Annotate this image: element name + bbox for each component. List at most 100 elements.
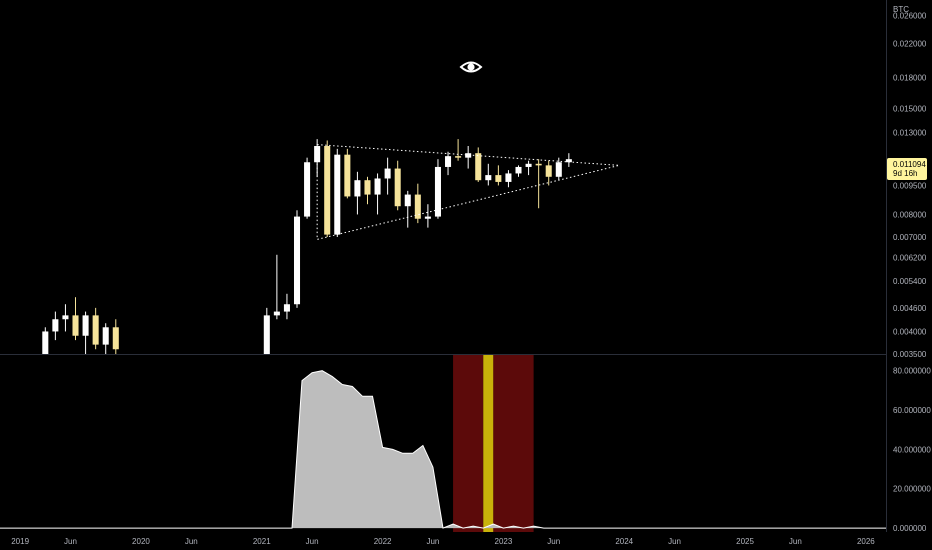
candle xyxy=(414,183,421,224)
candle xyxy=(92,307,99,350)
time-tick-label: 2021 xyxy=(253,537,271,546)
candle xyxy=(535,159,542,209)
candle-body xyxy=(92,315,99,345)
price-tick-label: 0.015000 xyxy=(893,104,927,113)
triangle-outline xyxy=(316,144,620,241)
candle xyxy=(495,165,502,186)
time-tick-label: Jun xyxy=(426,537,439,546)
candle-body xyxy=(485,175,492,181)
candle xyxy=(52,311,59,341)
price-axis[interactable]: 0.026000 0.022000 0.018000 0.015000 0.013000… xyxy=(893,11,927,359)
candle-body xyxy=(455,156,462,158)
candle xyxy=(364,176,371,205)
price-tick-label: 0.018000 xyxy=(893,74,927,83)
candle-body xyxy=(384,168,391,179)
last-price-badge-bg xyxy=(887,158,927,180)
candle-body xyxy=(344,154,351,197)
candle xyxy=(485,163,492,186)
time-tick-label: 2024 xyxy=(615,537,633,546)
candle-body xyxy=(374,178,381,195)
time-axis[interactable]: 2019 Jun 2020 Jun 2021 Jun 2022 Jun 2023 Jun 2024 J… xyxy=(11,537,875,546)
osc-tick-label: 0.000000 xyxy=(893,524,927,533)
price-tick-label: 0.004600 xyxy=(893,304,927,313)
candle-body xyxy=(354,180,361,197)
osc-band-red xyxy=(453,355,484,532)
oscillator-area xyxy=(0,370,886,529)
time-tick-label: Jun xyxy=(668,537,681,546)
candle-body xyxy=(545,165,552,177)
price-tick-label: 0.022000 xyxy=(893,40,927,49)
candle xyxy=(394,160,401,211)
last-price-value: 0.011094 xyxy=(893,160,926,169)
candle xyxy=(334,148,341,237)
candle xyxy=(434,159,441,219)
candle-body xyxy=(82,315,89,336)
candle-body xyxy=(62,315,69,320)
time-tick-label: Jun xyxy=(64,537,77,546)
time-tick-label: 2022 xyxy=(374,537,392,546)
candle-body xyxy=(465,153,472,158)
candle xyxy=(82,311,89,354)
candle xyxy=(314,139,321,177)
candle-body xyxy=(515,166,522,174)
candle-body xyxy=(314,146,321,163)
candle xyxy=(384,157,391,195)
osc-band-red xyxy=(493,355,534,532)
candle xyxy=(465,146,472,169)
candle xyxy=(102,323,109,354)
candle-body xyxy=(273,311,280,316)
candle xyxy=(525,160,532,176)
candle xyxy=(505,170,512,188)
time-tick-label: Jun xyxy=(185,537,198,546)
candle xyxy=(475,147,482,182)
candle xyxy=(445,151,452,176)
candle xyxy=(304,157,311,219)
candle-body xyxy=(525,163,532,167)
candle xyxy=(283,293,290,320)
candle-body xyxy=(263,315,270,354)
eye-icon[interactable] xyxy=(459,61,483,73)
candle xyxy=(545,160,552,186)
candle xyxy=(515,165,522,177)
candle-body xyxy=(364,180,371,195)
time-tick-label: 2020 xyxy=(132,537,150,546)
candle xyxy=(112,319,119,354)
candle xyxy=(424,204,431,228)
price-tick-label: 0.004000 xyxy=(893,327,927,336)
candle-body xyxy=(293,216,301,305)
candle xyxy=(42,327,49,354)
time-tick-label: Jun xyxy=(306,537,319,546)
candle xyxy=(62,304,69,332)
candle xyxy=(404,190,411,228)
price-tick-label: 0.013000 xyxy=(893,129,927,138)
candle-body xyxy=(505,173,512,182)
osc-tick-label: 20.000000 xyxy=(893,485,931,494)
candle-body xyxy=(445,156,452,167)
candle-body xyxy=(334,154,341,235)
price-tick-label: 0.009500 xyxy=(893,181,927,190)
time-tick-label: 2026 xyxy=(857,537,875,546)
candle-body xyxy=(535,163,542,166)
candle-body xyxy=(495,175,502,182)
candle xyxy=(565,153,572,167)
price-tick-label: 0.005400 xyxy=(893,277,927,286)
candle-body xyxy=(404,194,411,207)
osc-tick-label: 80.000000 xyxy=(893,367,931,376)
price-tick-label: 0.007000 xyxy=(893,233,927,242)
time-tick-label: 2025 xyxy=(736,537,754,546)
time-tick-label: 2019 xyxy=(11,537,29,546)
candle-body xyxy=(52,319,59,332)
candle-body xyxy=(42,331,49,354)
price-tick-label: 0.008000 xyxy=(893,210,927,219)
candle-body xyxy=(324,146,331,235)
time-tick-label: 2023 xyxy=(495,537,513,546)
price-tick-label: 0.003500 xyxy=(893,350,927,359)
candle-body xyxy=(72,315,79,336)
candle-body xyxy=(424,216,431,219)
candle xyxy=(354,171,361,215)
oscillator-axis[interactable]: 80.000000 60.000000 40.000000 20.000000 0.00… xyxy=(893,367,931,533)
candle xyxy=(293,210,301,308)
candle xyxy=(72,297,79,341)
